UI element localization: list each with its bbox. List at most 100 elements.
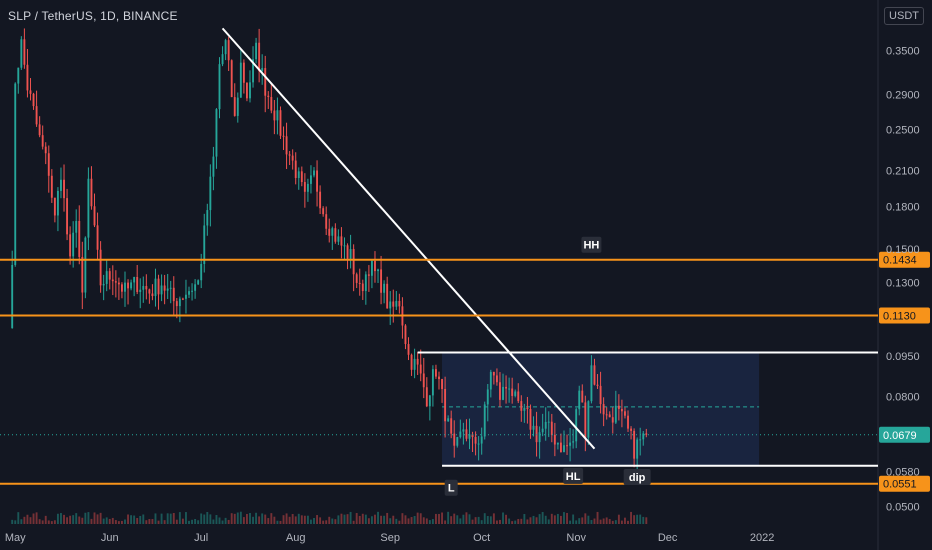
- level-price-label: 0.1130: [883, 310, 916, 322]
- volume-bar: [236, 512, 239, 524]
- volume-bar: [35, 512, 38, 524]
- candle-body: [93, 206, 96, 226]
- volume-bar: [447, 511, 450, 524]
- candle-body: [218, 64, 221, 110]
- candle-body: [584, 402, 587, 438]
- volume-bar: [105, 517, 108, 524]
- downtrend-line[interactable]: [221, 27, 596, 450]
- annotation-label: L: [448, 483, 455, 495]
- candle-body: [297, 171, 300, 178]
- candle-body: [541, 428, 544, 433]
- candle-body: [395, 300, 398, 307]
- volume-bar: [181, 518, 184, 524]
- volume-bar: [56, 513, 59, 524]
- volume-bar: [297, 513, 300, 524]
- volume-bar: [599, 519, 602, 524]
- candle-body: [425, 387, 428, 407]
- level-price-label: 0.1434: [883, 255, 917, 267]
- candle-body: [120, 284, 123, 292]
- candle-body: [270, 96, 273, 111]
- volume-bar: [377, 511, 379, 524]
- level-price-label: 0.0551: [883, 479, 917, 491]
- level-price-tag: [879, 475, 930, 492]
- volume-bar: [624, 517, 626, 524]
- candle-body: [188, 291, 190, 295]
- volume-bar: [459, 518, 462, 524]
- volume-bar: [340, 513, 343, 524]
- volume-bar: [590, 520, 593, 524]
- volume-bar: [416, 512, 419, 524]
- candle-body: [450, 418, 453, 434]
- candle-body: [203, 225, 206, 264]
- candle-body: [416, 358, 419, 365]
- candle-body: [499, 382, 501, 400]
- volume-bar: [547, 519, 550, 524]
- candle-body: [14, 83, 17, 265]
- volume-bar: [529, 517, 532, 524]
- candle-body: [502, 386, 504, 400]
- volume-bar: [258, 516, 261, 524]
- volume-bar: [29, 517, 32, 524]
- volume-bar: [584, 513, 587, 524]
- x-tick-label: 2022: [750, 532, 774, 544]
- volume-bar: [401, 513, 404, 524]
- volume-bar: [559, 515, 562, 524]
- volume-bar: [480, 520, 483, 524]
- volume-bar: [450, 516, 453, 524]
- candle-body: [139, 289, 142, 292]
- candle-body: [285, 136, 288, 155]
- annotation-badge: [444, 479, 458, 496]
- candle-body: [172, 287, 175, 302]
- candle-body: [300, 171, 303, 183]
- candle-body: [288, 154, 291, 156]
- volume-bar: [230, 513, 233, 524]
- candle-body: [553, 434, 556, 445]
- candle-body: [645, 433, 648, 435]
- candle-body: [544, 421, 547, 429]
- volume-bar: [96, 514, 99, 524]
- candle-body: [575, 409, 578, 442]
- candle-body: [154, 278, 157, 297]
- candle-body: [133, 277, 136, 283]
- volume-bar: [221, 520, 224, 524]
- volume-bar: [310, 519, 312, 524]
- candle-body: [75, 221, 78, 233]
- volume-bar: [93, 512, 96, 524]
- candle-body: [587, 401, 590, 438]
- candle-body: [209, 176, 212, 211]
- volume-bar: [188, 520, 190, 524]
- volume-bar: [532, 515, 535, 524]
- candle-body: [23, 39, 26, 65]
- candle-body: [617, 405, 620, 409]
- candle-body: [520, 401, 523, 411]
- candle-body: [581, 390, 584, 403]
- volume-bar: [578, 518, 581, 524]
- candle-body: [642, 433, 645, 440]
- candle-body: [419, 364, 422, 374]
- candle-body: [492, 371, 495, 376]
- candle-body: [428, 395, 431, 407]
- volume-bar: [212, 519, 215, 524]
- candle-body: [117, 282, 120, 285]
- candle-body: [563, 445, 565, 453]
- candle-body: [639, 439, 642, 441]
- candle-body: [145, 285, 148, 290]
- volume-bar: [575, 520, 578, 524]
- volume-bar: [627, 520, 629, 524]
- volume-bar: [489, 516, 492, 524]
- candle-body: [627, 415, 629, 429]
- candle-body: [20, 39, 23, 68]
- candle-body: [346, 245, 349, 259]
- volume-bar: [206, 511, 209, 524]
- currency-badge[interactable]: USDT: [884, 7, 924, 25]
- candle-body: [108, 271, 111, 280]
- candle-body: [56, 190, 59, 216]
- candle-body: [32, 93, 35, 107]
- volume-bar: [133, 515, 136, 524]
- x-tick-label: May: [5, 532, 26, 544]
- candle-body: [608, 414, 611, 418]
- candle-body: [630, 428, 633, 431]
- level-price-tag: [879, 251, 930, 268]
- candle-body: [264, 68, 267, 96]
